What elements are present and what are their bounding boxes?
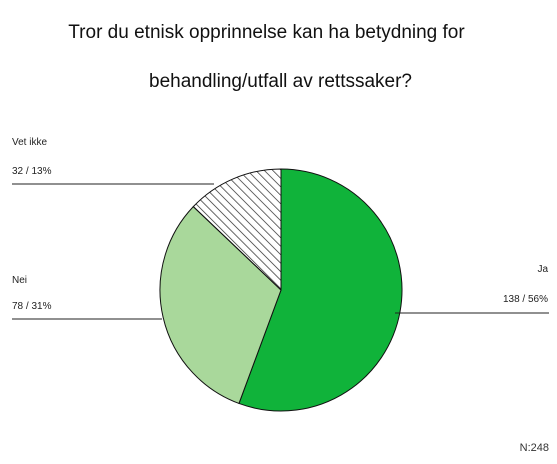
slice-labels: Vet ikke 32 / 13% Nei 78 / 31% Ja 138 / 56% (12, 137, 548, 312)
value-vet-ikke: 32 / 13% (12, 166, 52, 177)
chart-title-line-1: Tror du etnisk opprinnelse kan ha betydn… (68, 22, 465, 43)
pie-slice-nei (159, 205, 282, 405)
label-leaders (12, 183, 549, 320)
label-vet-ikke: Vet ikke (12, 137, 47, 148)
value-ja: 138 / 56% (503, 294, 548, 305)
sample-size-note: N:248 (519, 442, 549, 454)
label-nei: Nei (12, 275, 27, 286)
chart-title-line-2: behandling/utfall av rettssaker? (149, 71, 412, 92)
label-ja: Ja (537, 264, 548, 275)
value-nei: 78 / 31% (12, 301, 52, 312)
pie-slice-vet-ikke (192, 168, 282, 292)
pie-slices (159, 168, 403, 412)
pie-slice-ja (238, 168, 403, 412)
